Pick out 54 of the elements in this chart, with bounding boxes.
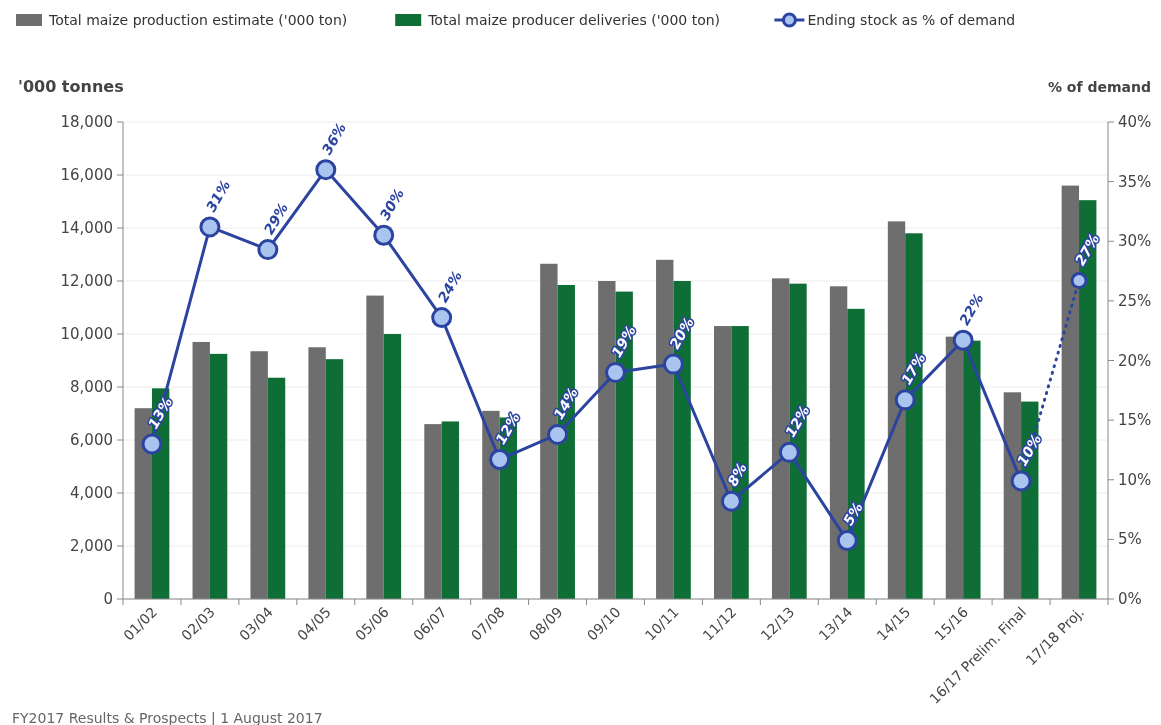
bar xyxy=(325,359,344,599)
bar xyxy=(250,351,268,599)
bar xyxy=(441,421,460,599)
bar xyxy=(308,347,326,599)
bar xyxy=(945,336,964,599)
legend-label: Ending stock as % of demand xyxy=(807,12,1016,28)
y-tick-label: 0 xyxy=(103,590,113,608)
y2-axis-title: % of demand xyxy=(1047,79,1151,95)
point xyxy=(373,224,395,246)
bar xyxy=(192,341,210,599)
point xyxy=(547,423,569,445)
point xyxy=(489,448,511,470)
y2-tick-label: 0% xyxy=(1118,590,1142,608)
point xyxy=(257,239,279,261)
bar xyxy=(366,295,384,599)
bar xyxy=(383,334,402,599)
y2-tick-label: 35% xyxy=(1118,172,1152,191)
y2-tick-label: 20% xyxy=(1118,351,1152,370)
point xyxy=(778,441,800,463)
y-tick-label: 12,000 xyxy=(60,272,113,290)
point xyxy=(315,159,337,181)
bar xyxy=(963,340,981,599)
y2-tick-label: 15% xyxy=(1118,411,1152,430)
y-tick-label: 8,000 xyxy=(70,378,113,396)
y-tick-label: 4,000 xyxy=(70,484,113,502)
y-tick-label: 6,000 xyxy=(70,431,113,449)
y-tick-label: 16,000 xyxy=(60,166,113,184)
y-axis-title: '000 tonnes xyxy=(18,77,124,96)
y-tick-label: 2,000 xyxy=(70,537,113,555)
y2-tick-label: 40% xyxy=(1118,113,1152,131)
y2-tick-label: 10% xyxy=(1118,470,1152,489)
point xyxy=(605,361,626,383)
data-label: 8% xyxy=(724,460,750,489)
bar xyxy=(267,377,286,599)
point xyxy=(662,353,684,375)
point xyxy=(952,329,974,351)
data-label: 5% xyxy=(840,499,866,529)
y-tick-label: 10,000 xyxy=(60,325,113,343)
point xyxy=(141,433,163,455)
point xyxy=(836,530,858,552)
bar xyxy=(209,353,228,599)
y2-tick-label: 25% xyxy=(1118,291,1152,310)
legend-label: Total maize production estimate ('000 ton) xyxy=(48,12,348,28)
legend-label: Total maize producer deliveries ('000 ton) xyxy=(427,12,721,28)
y-tick-label: 14,000 xyxy=(60,219,113,237)
bar xyxy=(424,424,442,599)
y2-tick-label: 30% xyxy=(1118,232,1152,251)
point xyxy=(431,307,453,329)
point xyxy=(720,490,742,512)
point xyxy=(199,216,221,238)
y2-tick-label: 5% xyxy=(1118,530,1142,549)
y-tick-label: 18,000 xyxy=(60,113,113,131)
point xyxy=(1070,272,1088,290)
point xyxy=(894,389,916,411)
